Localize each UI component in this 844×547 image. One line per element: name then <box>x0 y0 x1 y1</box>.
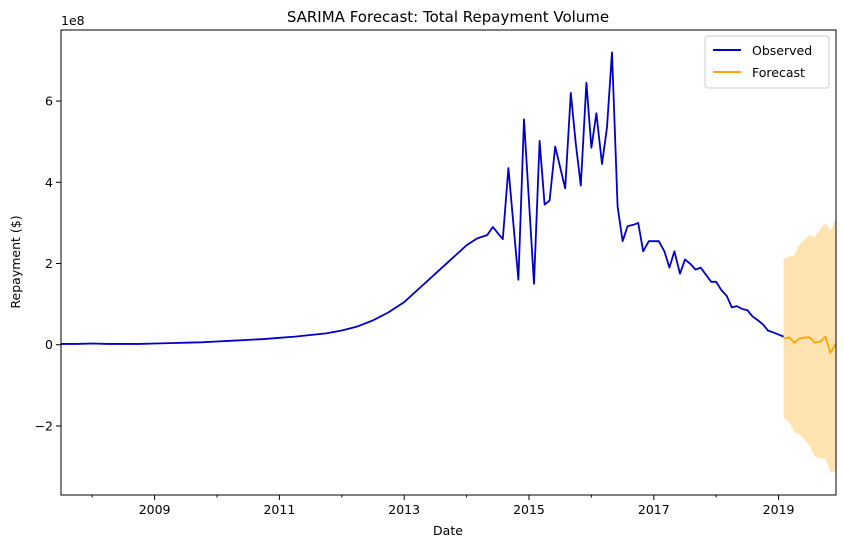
y-offset-label: 1e8 <box>61 13 85 28</box>
series-line-observed <box>61 51 784 345</box>
y-tick-label-2: 2 <box>45 256 53 271</box>
x-tick-label-2011: 2011 <box>263 502 295 517</box>
x-axis-title: Date <box>433 523 463 538</box>
chart-title: SARIMA Forecast: Total Repayment Volume <box>287 8 609 26</box>
x-tick-label-2019: 2019 <box>763 502 795 517</box>
series-layer <box>61 51 836 354</box>
y-tick-label--2: −2 <box>35 418 53 433</box>
y-tick-label-0: 0 <box>45 337 53 352</box>
series-line-forecast <box>783 335 836 354</box>
plot-frame <box>60 29 837 496</box>
legend-label-forecast: Forecast <box>752 65 805 80</box>
y-tick-label-6: 6 <box>45 94 53 109</box>
y-axis-title: Repayment ($) <box>8 215 23 308</box>
forecast-confidence-band <box>783 218 836 473</box>
y-axis: −2 0 2 4 6 <box>35 94 61 433</box>
y-tick-label-4: 4 <box>45 175 53 190</box>
x-tick-label-2013: 2013 <box>388 502 420 517</box>
x-axis: 2009 2011 2013 2015 2017 2019 <box>91 495 795 517</box>
legend: Observed Forecast <box>704 35 830 89</box>
confidence-interval-layer <box>783 218 836 473</box>
x-tick-label-2015: 2015 <box>513 502 545 517</box>
x-tick-label-2017: 2017 <box>638 502 670 517</box>
legend-label-observed: Observed <box>752 43 812 58</box>
x-tick-label-2009: 2009 <box>139 502 171 517</box>
